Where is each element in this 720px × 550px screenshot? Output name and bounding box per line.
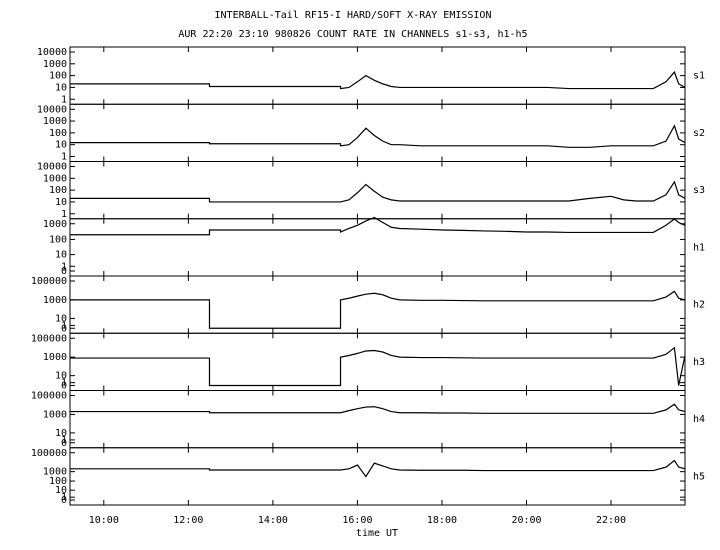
y-tick-label: 100000 — [31, 276, 67, 287]
channel-label: h3 — [693, 357, 705, 368]
series-line — [70, 346, 686, 387]
x-tick-label: 12:00 — [173, 515, 203, 526]
x-tick-label: 16:00 — [342, 515, 372, 526]
y-tick-label: 1 — [61, 435, 67, 446]
y-tick-label: 1 — [61, 378, 67, 389]
y-tick-label: 100000 — [31, 448, 67, 459]
y-tick-label: 1000 — [43, 59, 67, 70]
x-tick-label: 22:00 — [596, 515, 626, 526]
y-tick-label: 10 — [55, 250, 67, 261]
series-line — [70, 180, 686, 203]
channel-label: h4 — [693, 414, 705, 425]
y-tick-label: 1 — [61, 94, 67, 105]
y-tick-label: 1 — [61, 209, 67, 220]
x-axis-label: time UT — [356, 528, 398, 539]
series-line — [70, 459, 686, 478]
y-tick-label: 0 — [61, 266, 67, 277]
channel-label: s1 — [693, 71, 705, 82]
y-tick-label: 1000 — [43, 219, 67, 230]
channel-label: h1 — [693, 242, 705, 253]
y-tick-label: 100 — [49, 476, 67, 487]
series-line — [70, 403, 686, 414]
chart-title: INTERBALL-Tail RF15-I HARD/SOFT X-RAY EM… — [215, 10, 492, 21]
y-tick-label: 1 — [61, 152, 67, 163]
panel-frame — [69, 447, 686, 506]
x-tick-label: 20:00 — [511, 515, 541, 526]
channel-label: h2 — [693, 300, 705, 311]
y-tick-label: 10000 — [37, 162, 67, 173]
y-tick-label: 100 — [49, 185, 67, 196]
y-tick-label: 100000 — [31, 391, 67, 402]
channel-label: s2 — [693, 128, 705, 139]
y-tick-label: 10 — [55, 485, 67, 496]
y-tick-label: 100 — [49, 71, 67, 82]
y-tick-label: 0 — [61, 381, 67, 392]
y-tick-label: 100 — [49, 128, 67, 139]
y-tick-label: 1000 — [43, 409, 67, 420]
y-tick-label: 1000 — [43, 467, 67, 478]
y-tick-label: 10 — [55, 313, 67, 324]
y-tick-label: 1000 — [43, 295, 67, 306]
x-tick-label: 10:00 — [89, 515, 119, 526]
y-tick-label: 10 — [55, 428, 67, 439]
y-tick-label: 1 — [61, 320, 67, 331]
y-tick-label: 10000 — [37, 104, 67, 115]
y-tick-label: 10000 — [37, 47, 67, 58]
y-tick-label: 10 — [55, 82, 67, 93]
y-tick-label: 1000 — [43, 173, 67, 184]
y-tick-label: 1000 — [43, 116, 67, 127]
series-line — [70, 124, 686, 148]
y-tick-label: 1 — [61, 261, 67, 272]
y-tick-label: 100000 — [31, 333, 67, 344]
y-tick-label: 0 — [61, 323, 67, 334]
y-tick-label: 1000 — [43, 352, 67, 363]
x-tick-label: 14:00 — [258, 515, 288, 526]
channel-label: h5 — [693, 471, 705, 482]
series-line — [70, 70, 686, 90]
series-line — [70, 290, 686, 329]
y-tick-label: 0 — [61, 438, 67, 449]
x-tick-label: 18:00 — [427, 515, 457, 526]
y-tick-label: 1 — [61, 492, 67, 503]
y-tick-label: 0 — [61, 495, 67, 506]
y-tick-label: 10 — [55, 371, 67, 382]
y-tick-label: 100 — [49, 234, 67, 245]
y-tick-label: 10 — [55, 140, 67, 151]
y-tick-label: 10 — [55, 197, 67, 208]
chart-subtitle: AUR 22:20 23:10 980826 COUNT RATE IN CHA… — [178, 29, 527, 40]
channel-label: s3 — [693, 185, 705, 196]
series-line — [70, 216, 686, 236]
